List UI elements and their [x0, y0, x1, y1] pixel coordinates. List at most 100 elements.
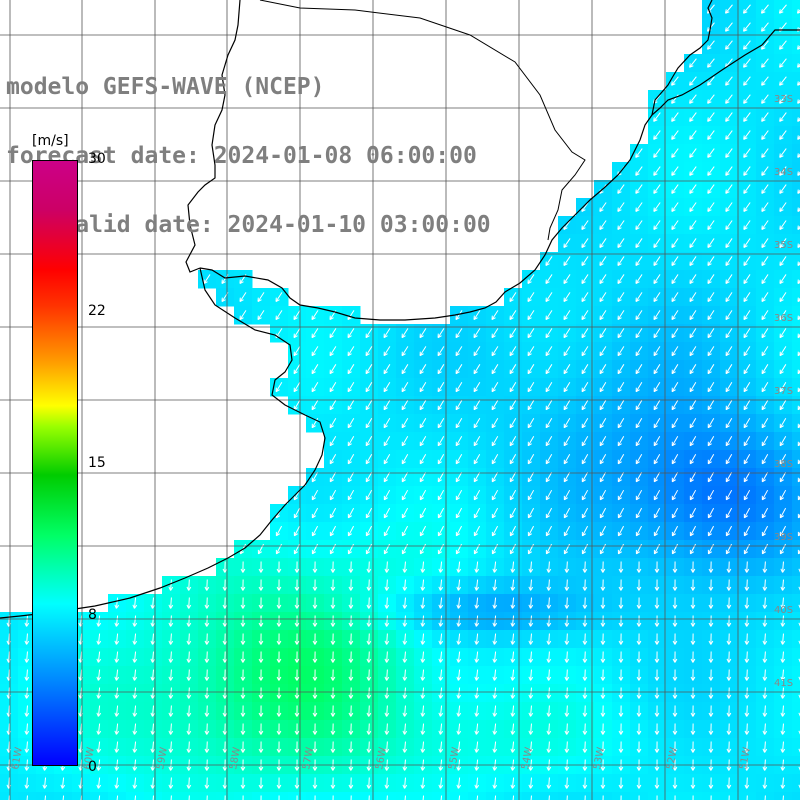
wind-arrow: [546, 687, 552, 699]
wind-arrow: [707, 328, 715, 339]
wind-arrow: [365, 525, 373, 537]
wind-arrow: [494, 795, 497, 800]
wind-arrow: [689, 148, 697, 158]
wind-arrow: [599, 328, 607, 339]
wind-arrow: [203, 274, 211, 285]
wind-arrow: [257, 292, 265, 303]
wind-arrow: [617, 292, 625, 303]
wind-arrow: [692, 795, 694, 800]
wind-arrow: [635, 418, 643, 429]
wind-arrow: [689, 220, 697, 230]
wind-arrow: [725, 76, 733, 86]
wind-arrow: [311, 328, 319, 339]
wind-arrow: [563, 238, 571, 248]
wind-cell: [792, 126, 800, 145]
wind-arrow: [671, 471, 679, 483]
wind-arrow: [402, 579, 408, 591]
wind-arrow: [779, 364, 787, 375]
wind-arrow: [635, 166, 643, 176]
wind-arrow: [582, 723, 588, 735]
wind-arrow: [618, 669, 624, 681]
wind-arrow: [546, 723, 552, 735]
wind-arrow: [510, 723, 516, 735]
wind-arrow: [258, 561, 264, 573]
wind-arrow: [617, 400, 625, 411]
wind-arrow: [689, 364, 697, 375]
wind-arrow: [276, 669, 282, 681]
wind-arrow: [725, 112, 733, 122]
wind-arrow: [636, 651, 642, 663]
wind-arrow: [797, 549, 800, 555]
wind-arrow: [348, 777, 354, 789]
wind-cell: [792, 468, 800, 487]
wind-arrow: [602, 795, 604, 800]
wind-arrow: [654, 651, 660, 663]
wind-arrow: [653, 507, 661, 519]
wind-arrow: [599, 238, 607, 248]
wind-arrow: [743, 382, 751, 393]
wind-arrow: [366, 633, 372, 645]
wind-arrow: [708, 669, 714, 681]
wind-cell: [792, 612, 800, 631]
wind-arrow: [329, 471, 337, 483]
wind-arrow: [725, 346, 733, 357]
wind-arrow: [401, 382, 409, 393]
wind-arrow: [168, 669, 174, 681]
wind-arrow: [761, 274, 769, 285]
wind-arrow: [365, 435, 373, 447]
wind-arrow: [455, 328, 463, 339]
wind-arrow: [653, 418, 661, 429]
wind-arrow: [744, 705, 750, 717]
wind-arrow: [456, 687, 462, 699]
wind-arrow: [491, 435, 499, 447]
wind-arrow: [725, 202, 733, 212]
wind-arrow: [437, 382, 445, 393]
wind-arrow: [635, 292, 643, 303]
coastline-path: [651, 0, 800, 117]
wind-arrow: [582, 669, 588, 681]
wind-arrow: [492, 561, 498, 573]
wind-arrow: [653, 328, 661, 339]
wind-arrow: [168, 651, 174, 663]
wind-arrow: [708, 633, 714, 645]
wind-arrow: [528, 723, 534, 735]
wind-arrow: [186, 651, 192, 663]
wind-arrow: [330, 723, 336, 735]
wind-arrow: [779, 58, 787, 68]
wind-arrow: [638, 795, 640, 800]
wind-arrow: [114, 615, 120, 627]
wind-arrow: [743, 346, 751, 357]
wind-arrow: [311, 400, 319, 411]
wind-arrow: [599, 364, 607, 375]
wind-arrow: [581, 220, 589, 230]
wind-arrow: [725, 507, 733, 519]
wind-arrow: [293, 507, 301, 519]
wind-arrow: [420, 579, 426, 591]
wind-arrow: [599, 418, 607, 429]
wind-arrow: [779, 130, 787, 140]
wind-arrow: [653, 292, 661, 303]
wind-arrow: [330, 705, 336, 717]
wind-arrow: [492, 741, 498, 753]
wind-arrow: [671, 328, 679, 339]
wind-arrow: [545, 274, 553, 285]
wind-arrow: [743, 148, 751, 158]
wind-arrow: [96, 705, 102, 717]
wind-arrow: [690, 597, 696, 609]
wind-arrow: [653, 471, 661, 483]
wind-arrow: [386, 795, 388, 800]
wind-arrow: [689, 166, 697, 176]
wind-arrow: [366, 669, 372, 681]
wind-arrow: [383, 525, 391, 537]
wind-arrow: [150, 597, 156, 609]
wind-arrow: [582, 579, 588, 591]
wind-arrow: [743, 238, 751, 248]
wind-arrow: [672, 777, 678, 789]
wind-arrow: [707, 364, 715, 375]
wind-arrow: [545, 292, 553, 303]
wind-arrow: [527, 435, 535, 447]
wind-arrow: [509, 435, 517, 447]
wind-arrow: [707, 148, 715, 158]
wind-arrow: [456, 633, 462, 645]
